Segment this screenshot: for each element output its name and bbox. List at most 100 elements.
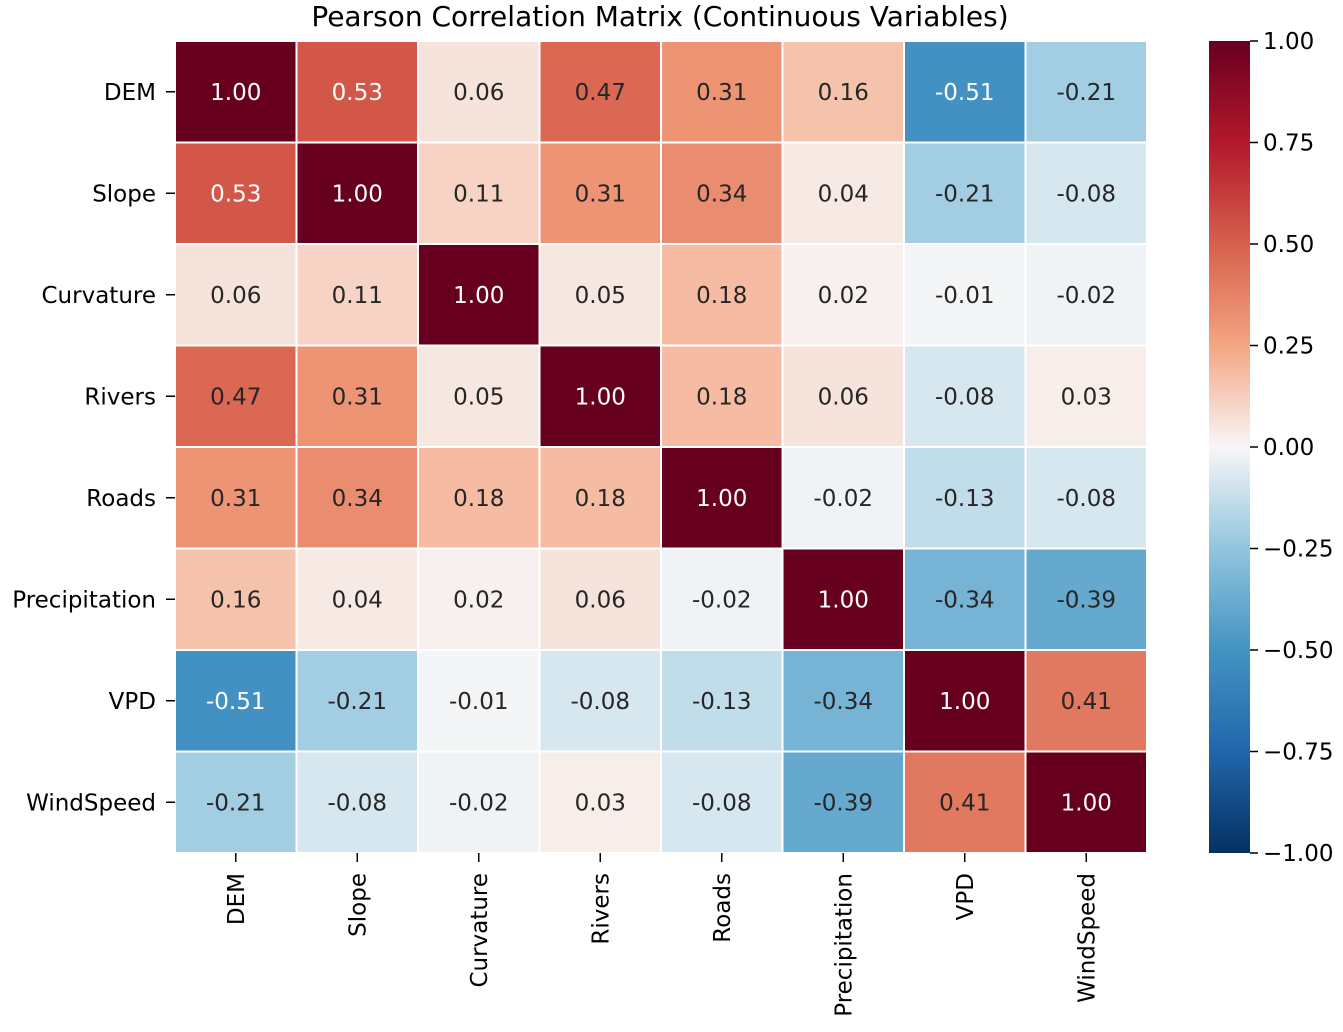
heatmap-cell [781,40,905,144]
cell-value-label: -0.08 [692,790,752,816]
cell-value-label: 1.00 [818,587,869,613]
cell-value-label: 0.18 [696,283,747,309]
x-tick-label: Roads [710,873,736,943]
heatmap-cell [295,547,419,651]
heatmap-cell [903,649,1027,753]
heatmap-cell [660,344,784,448]
cell-value-label: -0.02 [692,587,752,613]
heatmap-cell [417,40,541,144]
heatmap-cell [1024,547,1148,651]
heatmap-cell [660,446,784,550]
cell-value-label: -0.02 [1056,283,1116,309]
cell-value-label: -0.21 [935,181,995,207]
heatmap-cell [1024,446,1148,550]
heatmap-cell [295,40,419,144]
heatmap-cell [538,243,662,347]
colorbar-tick-label: −0.75 [1263,740,1333,766]
y-tick-label: Precipitation [12,587,156,613]
cell-value-label: 0.05 [453,384,504,410]
cell-value-label: -0.08 [1056,486,1116,512]
cell-value-label: -0.01 [935,283,995,309]
cell-value-label: 0.04 [818,181,869,207]
heatmap-cell [174,649,298,753]
heatmap-cell [781,141,905,245]
cell-value-label: 0.05 [575,283,626,309]
cell-value-label: 0.03 [1061,384,1112,410]
cell-value-label: 0.18 [575,486,626,512]
heatmap-cell [781,547,905,651]
heatmap-cell [660,547,784,651]
heatmap-cell [660,750,784,854]
heatmap-cell [295,141,419,245]
cell-value-label: 0.16 [210,587,261,613]
cell-value-label: -0.39 [1056,587,1116,613]
colorbar-tick-label: 0.50 [1263,232,1314,258]
heatmap-cell [174,344,298,448]
cell-value-label: -0.08 [327,790,387,816]
cell-value-label: 0.41 [1061,689,1112,715]
heatmap-cell [903,344,1027,448]
cell-value-label: 0.31 [696,80,747,106]
x-tick-label: VPD [953,873,979,920]
cell-value-label: 0.16 [818,80,869,106]
cell-value-label: -0.39 [813,790,873,816]
heatmap-cell [417,547,541,651]
heatmap-cell [417,750,541,854]
cell-value-label: 0.11 [453,181,504,207]
heatmap-cell [903,243,1027,347]
heatmap-cell [781,243,905,347]
heatmap-cell [538,446,662,550]
cell-value-label: 1.00 [1061,790,1112,816]
cell-value-label: -0.51 [206,689,266,715]
cell-value-label: -0.08 [935,384,995,410]
y-tick-label: Rivers [84,384,156,410]
heatmap-cell [1024,750,1148,854]
chart-title: Pearson Correlation Matrix (Continuous V… [311,0,1008,33]
cell-value-label: 0.03 [575,790,626,816]
heatmap-cell [417,344,541,448]
cell-value-label: -0.21 [327,689,387,715]
heatmap-cell [417,649,541,753]
colorbar-tick-label: −0.50 [1263,638,1333,664]
colorbar-tick-label: 1.00 [1263,29,1314,55]
cell-value-label: -0.13 [935,486,995,512]
cell-value-label: 0.02 [453,587,504,613]
cell-value-label: 1.00 [332,181,383,207]
cell-value-label: 0.18 [453,486,504,512]
cell-value-label: 0.04 [332,587,383,613]
cell-value-label: -0.01 [449,689,509,715]
y-tick-label: Curvature [42,283,157,309]
cell-value-label: -0.13 [692,689,752,715]
colorbar-tick-label: −1.00 [1263,841,1333,867]
colorbar-tick-label: 0.25 [1263,334,1314,360]
cell-value-label: 0.53 [210,181,261,207]
x-axis: DEM Slope Curvature Rivers Roads Precipitatio… [224,853,1100,1017]
colorbar-tick-label: 0.75 [1263,131,1314,157]
cell-value-label: 0.06 [575,587,626,613]
cell-value-label: 0.18 [696,384,747,410]
heatmap-cell [1024,40,1148,144]
cell-value-label: -0.02 [449,790,509,816]
cell-value-label: 0.47 [575,80,626,106]
cell-value-label: 0.31 [575,181,626,207]
y-tick-label: Roads [86,486,156,512]
cell-value-label: -0.02 [813,486,873,512]
cell-value-label: 1.00 [696,486,747,512]
colorbar-tick-label: 0.00 [1263,435,1314,461]
cell-value-label: 1.00 [575,384,626,410]
y-tick-label: VPD [109,689,156,715]
cell-value-label: 0.53 [332,80,383,106]
cell-value-label: -0.34 [935,587,995,613]
heatmap-cell-labels: 1.00 0.53 0.06 0.47 0.31 0.16 -0.51 -0.21 0.53 1.… [206,80,1116,817]
y-axis: DEM Slope Curvature Rivers Roads Precipitatio… [12,80,175,816]
cell-value-label: 0.34 [696,181,747,207]
cell-value-label: -0.34 [813,689,873,715]
x-tick-label: Rivers [588,873,614,945]
heatmap-cell [903,547,1027,651]
cell-value-label: -0.51 [935,80,995,106]
heatmap-cell [295,649,419,753]
heatmap-cell [903,446,1027,550]
x-tick-label: Slope [345,873,371,937]
cell-value-label: 0.06 [453,80,504,106]
